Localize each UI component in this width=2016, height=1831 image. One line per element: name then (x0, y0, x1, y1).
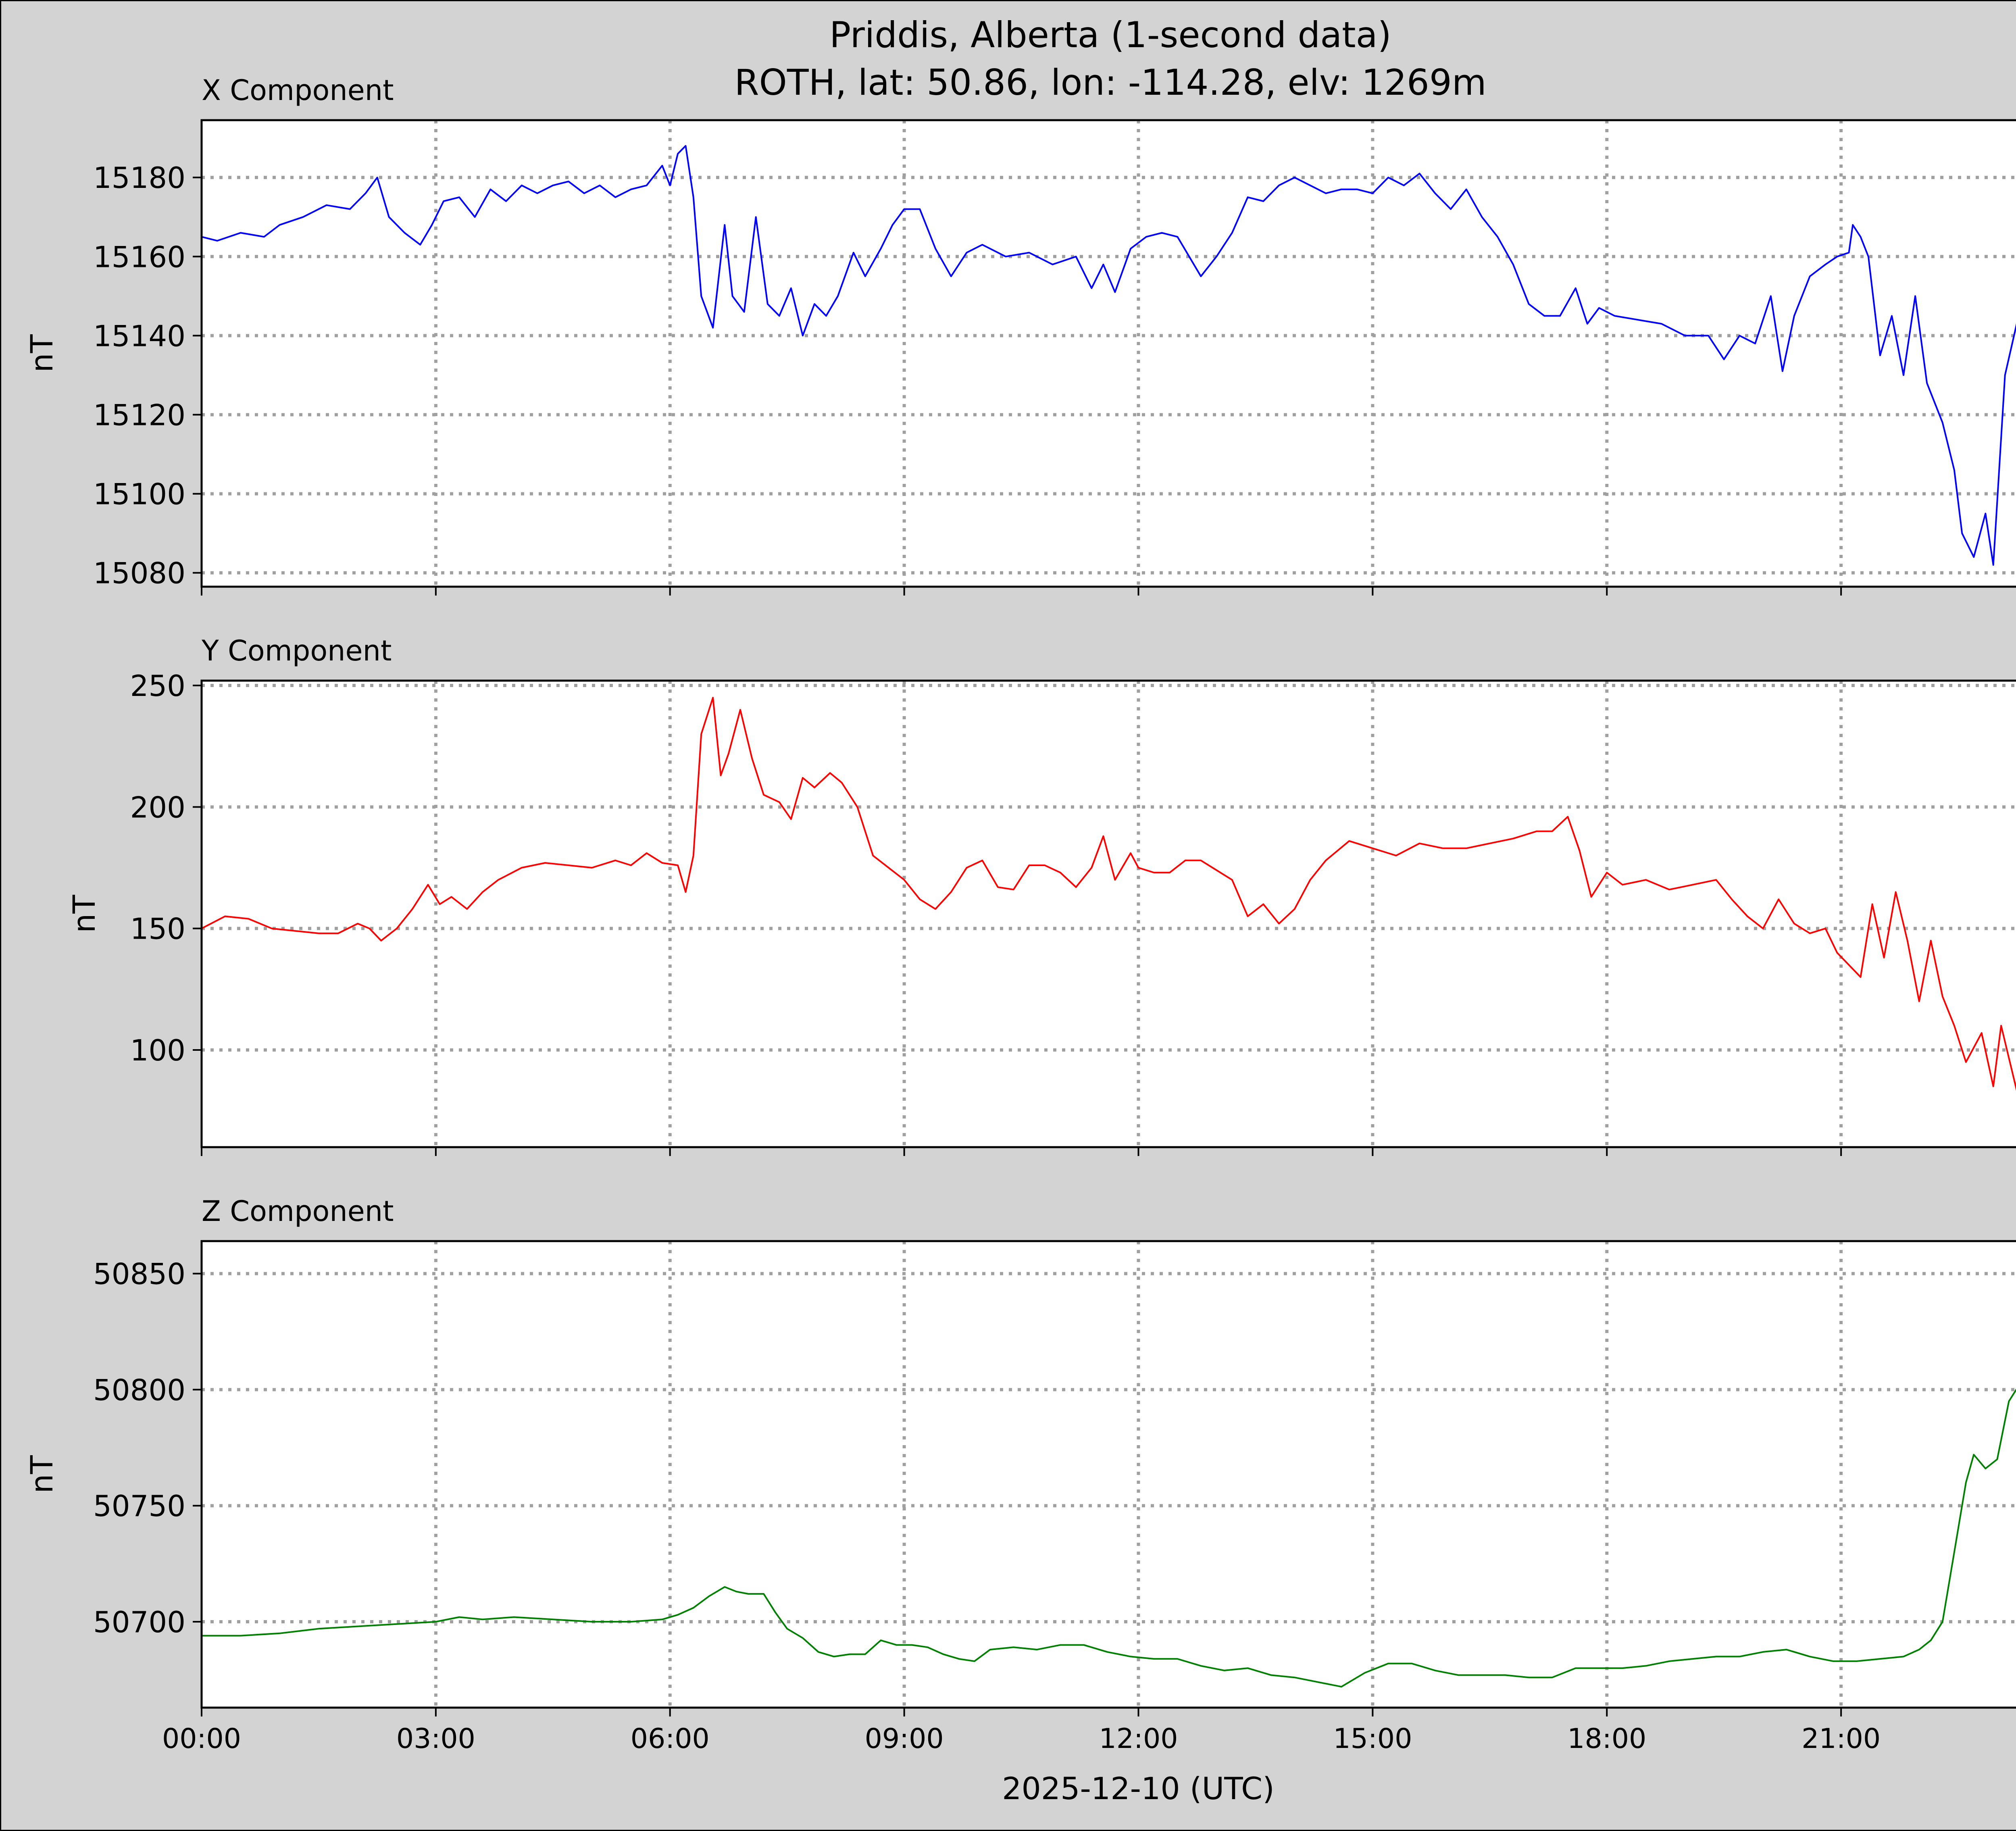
x-tick-label: 00:00 (162, 1723, 241, 1755)
panel-title: Z Component (202, 1195, 394, 1228)
x-tick-label: 18:00 (1567, 1723, 1646, 1755)
y-tick-label: 100 (130, 1033, 185, 1067)
panel-3: 50700 50750 50800 50850 00:00 03:00 06:00 09:00… (24, 1195, 2016, 1755)
panel-2: 100 150 200 250 Y Component nT (66, 634, 2016, 1156)
figure-title-line2: ROTH, lat: 50.86, lon: -114.28, elv: 126… (734, 62, 1486, 103)
x-tick-label: 21:00 (1801, 1723, 1881, 1755)
y-tick-label: 15120 (93, 398, 185, 432)
x-tick-label: 09:00 (865, 1723, 944, 1755)
x-tick-label: 03:00 (396, 1723, 475, 1755)
panel-1: 15080 15100 15120 15140 15160 15180 X Componen… (24, 74, 2016, 596)
y-tick-label: 150 (130, 912, 185, 946)
x-tick-label: 12:00 (1099, 1723, 1178, 1755)
y-tick-label: 50850 (93, 1257, 185, 1291)
x-tick-label: 15:00 (1333, 1723, 1412, 1755)
y-tick-label: 15080 (93, 556, 185, 590)
panels: 15080 15100 15120 15140 15160 15180 X Componen… (24, 74, 2016, 1755)
plot-area (202, 1241, 2016, 1708)
y-tick-label: 15160 (93, 240, 185, 274)
y-axis-label: nT (24, 334, 60, 373)
x-tick-label: 06:00 (631, 1723, 710, 1755)
y-tick-label: 50750 (93, 1489, 185, 1523)
y-tick-label: 15100 (93, 477, 185, 511)
y-axis-label: nT (24, 1455, 60, 1494)
x-axis-label: 2025-12-10 (UTC) (1002, 1771, 1275, 1806)
y-tick-label: 200 (130, 790, 185, 824)
panel-title: Y Component (201, 634, 392, 667)
plot-area (202, 120, 2016, 587)
plot-area (202, 681, 2016, 1147)
y-tick-label: 50700 (93, 1605, 185, 1639)
y-tick-label: 250 (130, 669, 185, 703)
panel-title: X Component (202, 74, 394, 107)
y-axis-label: nT (66, 895, 102, 933)
figure-title-line1: Priddis, Alberta (1-second data) (829, 14, 1391, 56)
y-tick-label: 15180 (93, 161, 185, 195)
y-tick-label: 15140 (93, 319, 185, 353)
y-tick-label: 50800 (93, 1373, 185, 1407)
